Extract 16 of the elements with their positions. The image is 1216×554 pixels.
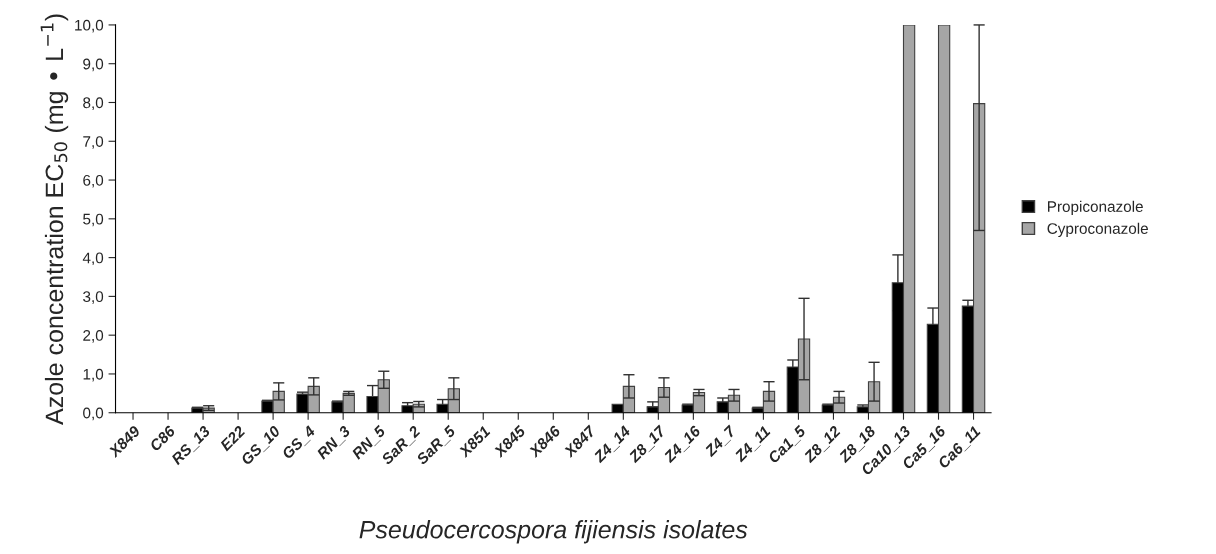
legend-label: Cyproconazole <box>1047 222 1148 237</box>
y-tick-label: 8,0 <box>83 97 104 110</box>
x-axis-title: Pseudocercospora fijiensis isolates <box>359 520 748 544</box>
legend-label: Propiconazole <box>1048 200 1143 216</box>
y-tick-label: 0,0 <box>83 407 104 421</box>
y-tick-label: 2,0 <box>83 330 104 343</box>
y-tick-label: 10,0 <box>75 19 104 33</box>
y-tick-label: 4,0 <box>82 252 104 266</box>
y-tick-label: 7,0 <box>83 136 104 149</box>
y-tick-label: 5,0 <box>83 213 104 227</box>
y-axis-title: Azole concentration EC$_{50}$ (mg • L$^{−1}$) <box>40 14 69 425</box>
x-tick-label: C86 <box>149 424 177 452</box>
y-tick-label: 6,0 <box>83 174 104 188</box>
y-tick-label: 3,0 <box>83 291 104 304</box>
y-tick-label: 9,0 <box>83 58 104 72</box>
y-tick-label: 1,0 <box>83 368 104 382</box>
